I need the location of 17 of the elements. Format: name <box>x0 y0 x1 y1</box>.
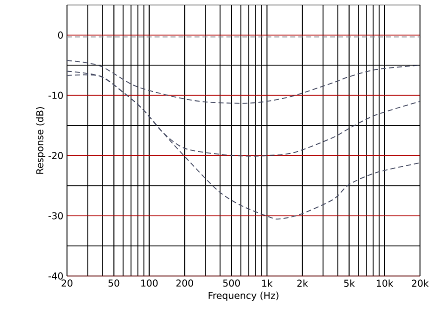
x-tick-label: 20 <box>62 280 72 287</box>
y-tick-label: -20 <box>48 152 63 160</box>
x-tick-label: 200 <box>176 280 194 287</box>
y-axis-title: Response (dB) <box>36 107 46 174</box>
x-tick-label: 1k <box>262 280 273 287</box>
x-tick-label: 2k <box>297 280 308 287</box>
x-tick-label: 50 <box>108 280 120 287</box>
x-tick-label: 500 <box>223 280 240 287</box>
y-tick-label: -30 <box>48 212 63 220</box>
y-tick-label: 0 <box>58 32 63 39</box>
y-tick-label: -40 <box>48 272 63 280</box>
x-tick-label: 5k <box>344 280 355 287</box>
x-tick-label: 10k <box>376 280 394 287</box>
x-axis-title: Frequency (Hz) <box>208 292 278 301</box>
x-tick-label: 100 <box>141 280 158 287</box>
y-tick-label: -10 <box>48 92 63 99</box>
x-tick-label: 20k <box>412 280 429 287</box>
